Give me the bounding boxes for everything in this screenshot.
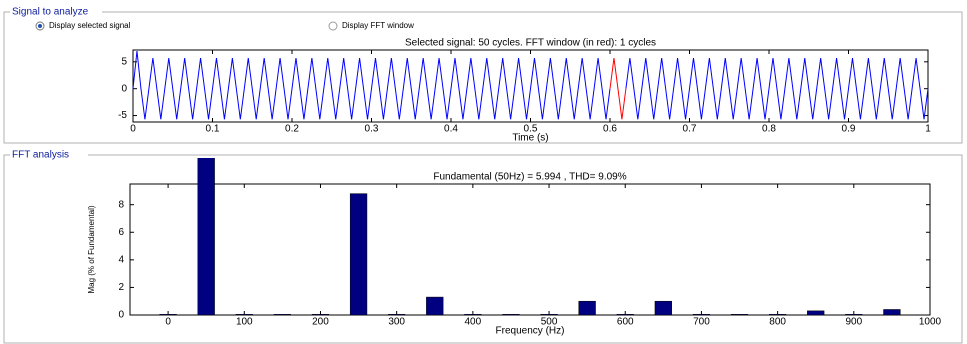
- x-axis-label: Time (s): [512, 133, 548, 144]
- bar: [654, 300, 672, 315]
- signal-line: [132, 51, 929, 120]
- bar: [235, 314, 253, 315]
- y-axis-label: Mag (% of Fundamental): [87, 205, 96, 293]
- x-tick-label: 500: [541, 317, 558, 328]
- radio-label[interactable]: Display FFT window: [342, 21, 414, 30]
- panel-title: Signal to analyze: [12, 7, 89, 18]
- bar: [540, 314, 558, 315]
- bar: [883, 309, 901, 315]
- radio-label[interactable]: Display selected signal: [49, 21, 131, 30]
- x-tick-label: 1: [925, 124, 931, 135]
- bar: [349, 193, 368, 315]
- radio-button[interactable]: [328, 21, 338, 31]
- x-tick-label: 300: [388, 317, 405, 328]
- signal-line: [609, 57, 627, 120]
- y-tick-label: 4: [118, 254, 124, 265]
- bar: [464, 314, 482, 315]
- x-tick-label: 0.4: [444, 124, 458, 135]
- x-tick-label: 200: [312, 317, 329, 328]
- bar: [159, 314, 177, 315]
- bar: [502, 314, 520, 315]
- panel-title-bg: [10, 6, 102, 18]
- y-tick-label: -5: [118, 110, 127, 121]
- panel-title: FFT analysis: [12, 150, 69, 161]
- fft-panel: [3, 154, 963, 344]
- bar: [426, 296, 444, 315]
- bar: [578, 300, 596, 315]
- y-tick-label: 0: [121, 83, 127, 94]
- x-tick-label: 1000: [919, 317, 942, 328]
- x-tick-label: 0.6: [603, 124, 617, 135]
- x-tick-label: 0.7: [683, 124, 697, 135]
- bar: [388, 314, 406, 315]
- bar: [273, 314, 292, 315]
- x-tick-label: 900: [845, 317, 862, 328]
- radio-dot: [38, 24, 42, 28]
- signal-panel: [3, 11, 963, 144]
- bar: [616, 314, 634, 315]
- x-tick-label: 0.9: [842, 124, 856, 135]
- y-tick-label: 2: [118, 282, 124, 293]
- x-tick-label: 0.8: [762, 124, 776, 135]
- bar: [768, 314, 787, 315]
- plot-area: [129, 183, 931, 316]
- x-tick-label: 100: [236, 317, 253, 328]
- x-tick-label: 0.1: [206, 124, 220, 135]
- bar: [845, 314, 863, 315]
- y-tick-label: 5: [121, 56, 127, 67]
- bar: [311, 314, 330, 315]
- x-tick-label: 0.2: [285, 124, 299, 135]
- x-tick-label: 0.5: [524, 124, 538, 135]
- x-tick-label: 0: [165, 317, 171, 328]
- x-tick-label: 400: [465, 317, 482, 328]
- x-tick-label: 800: [769, 317, 786, 328]
- bar: [197, 158, 215, 315]
- y-tick-label: 0: [118, 310, 124, 321]
- chart-title: Fundamental (50Hz) = 5.994 , THD= 9.09%: [433, 172, 626, 183]
- x-tick-label: 600: [617, 317, 634, 328]
- bar: [807, 310, 825, 315]
- bar: [692, 314, 711, 315]
- bar: [730, 314, 749, 315]
- x-tick-label: 700: [693, 317, 710, 328]
- x-tick-label: 0.3: [365, 124, 379, 135]
- x-tick-label: 0: [130, 124, 136, 135]
- chart-title: Selected signal: 50 cycles. FFT window (…: [405, 38, 656, 49]
- x-axis-label: Frequency (Hz): [496, 326, 565, 337]
- panel-title-bg: [10, 149, 88, 161]
- y-tick-label: 6: [118, 227, 124, 238]
- y-tick-label: 8: [118, 199, 124, 210]
